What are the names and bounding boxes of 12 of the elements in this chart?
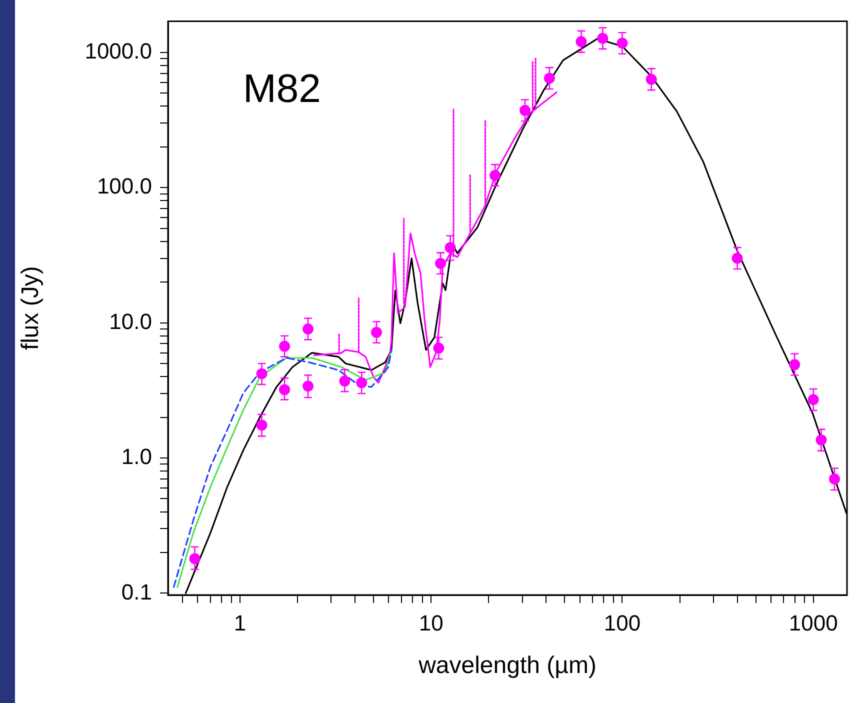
y-tick-label: 10.0 [109,308,152,334]
x-axis-title: wavelength (µm) [418,652,596,680]
y-tick-label: 0.1 [121,579,152,604]
x-tick-label: 10 [418,610,444,636]
x-tick-label: 1 [234,610,246,636]
y-axis-title: flux (Jy) [17,266,44,350]
x-tick-label: 1000 [788,610,838,636]
y-tick-label: 1.0 [121,444,152,470]
x-tick-label: 100 [604,610,641,636]
y-tick-label: 1000.0 [84,38,152,64]
annotation: M82 [243,67,321,112]
y-tick-label: 100.0 [96,174,152,199]
